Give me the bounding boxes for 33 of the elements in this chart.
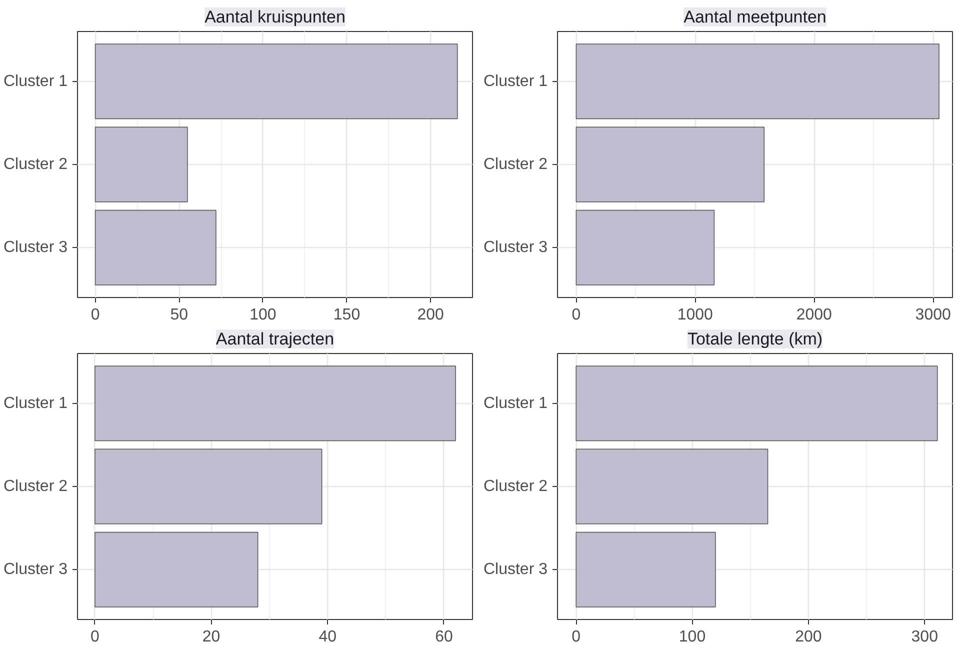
- x-tick-label: 200: [795, 628, 822, 646]
- y-tick-label: Cluster 1: [3, 394, 68, 412]
- x-tick-label: 2000: [796, 306, 832, 324]
- x-tick-label: 0: [572, 306, 581, 324]
- x-tick-label: 1000: [677, 306, 714, 324]
- y-tick-label: Cluster 3: [483, 239, 548, 256]
- y-tick-label: Cluster 3: [3, 239, 68, 256]
- y-tick-label: Cluster 2: [3, 156, 68, 173]
- x-tick-label: 150: [333, 306, 360, 324]
- x-tick-label: 50: [170, 306, 188, 324]
- chart-title: Aantal trajecten: [216, 330, 334, 348]
- y-tick-label: Cluster 3: [3, 561, 68, 578]
- y-tick-label: Cluster 1: [483, 394, 548, 412]
- x-tick-label: 0: [90, 306, 100, 324]
- x-tick-label: 100: [678, 628, 706, 646]
- y-tick-label: Cluster 1: [483, 72, 548, 90]
- y-tick-label: Cluster 2: [483, 156, 548, 173]
- y-tick-label: Cluster 3: [483, 561, 548, 578]
- x-tick-label: 3000: [915, 306, 952, 324]
- x-tick-label: 0: [572, 628, 581, 646]
- x-tick-label: 100: [250, 306, 276, 324]
- chart-title: Aantal meetpunten: [684, 8, 826, 26]
- y-tick-label: Cluster 1: [3, 72, 68, 90]
- x-tick-label: 20: [202, 628, 220, 646]
- chart-title: Aantal kruispunten: [204, 8, 346, 26]
- y-tick-label: Cluster 2: [3, 478, 68, 495]
- y-tick-label: Cluster 2: [483, 478, 548, 495]
- x-tick-label: 200: [417, 306, 444, 324]
- chart-title: Totale lengte (km): [687, 330, 823, 348]
- x-tick-label: 300: [911, 628, 938, 646]
- x-tick-label: 60: [435, 628, 453, 646]
- x-tick-label: 0: [90, 628, 100, 646]
- x-tick-label: 40: [318, 628, 337, 646]
